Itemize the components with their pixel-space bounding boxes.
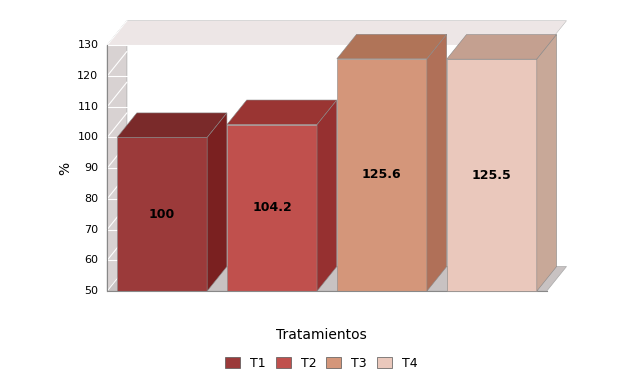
Text: 50: 50 [84,286,98,296]
Polygon shape [227,125,317,291]
Polygon shape [427,34,447,291]
Polygon shape [227,100,337,125]
Text: Tratamientos: Tratamientos [276,328,366,342]
Text: 80: 80 [84,194,98,204]
Legend: T1, T2, T3, T4: T1, T2, T3, T4 [220,352,423,375]
Text: 100: 100 [77,132,98,142]
Polygon shape [337,59,427,291]
Polygon shape [447,35,557,59]
Polygon shape [107,266,567,291]
Text: 120: 120 [77,71,98,81]
Text: 60: 60 [84,255,98,265]
Text: 130: 130 [77,40,98,50]
Text: 110: 110 [77,102,98,112]
Text: %: % [58,162,72,175]
Text: 104.2: 104.2 [252,201,292,214]
Polygon shape [117,137,207,291]
Text: 100: 100 [149,208,175,221]
Polygon shape [107,21,567,45]
Text: 125.5: 125.5 [472,169,512,182]
Polygon shape [107,21,127,291]
Text: 125.6: 125.6 [362,169,402,181]
Polygon shape [207,113,227,291]
Polygon shape [447,59,537,291]
Polygon shape [117,113,227,137]
Text: 90: 90 [84,163,98,173]
Polygon shape [317,100,337,291]
Polygon shape [337,34,447,59]
Polygon shape [537,35,557,291]
Text: 70: 70 [84,225,98,234]
